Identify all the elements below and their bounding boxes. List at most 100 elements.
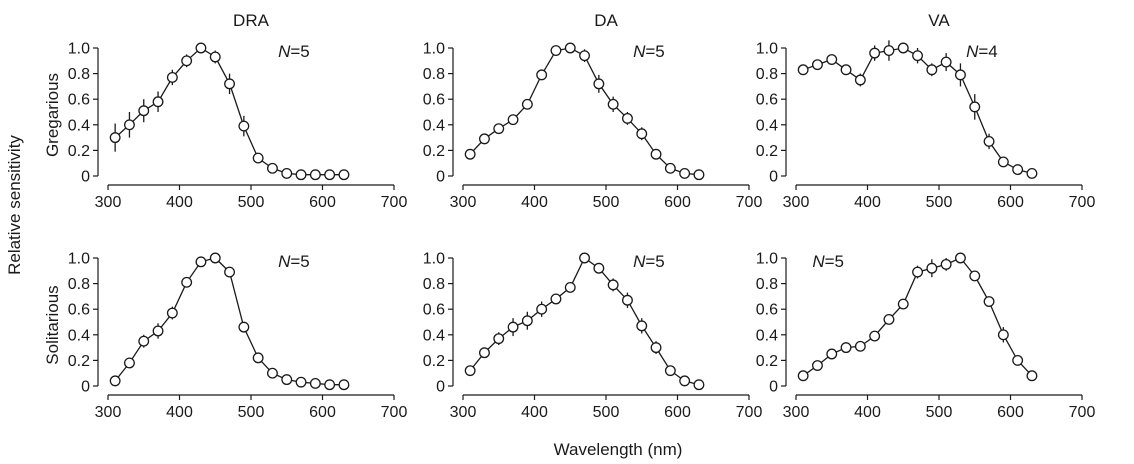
data-point (840, 342, 852, 354)
y-tick-label: 0.4 (423, 117, 445, 134)
data-point (464, 148, 476, 160)
data-point (238, 321, 250, 333)
data-point (224, 78, 236, 90)
y-tick-label: 1.0 (756, 41, 778, 58)
data-point (521, 98, 533, 110)
y-tick-label: 0 (436, 379, 445, 396)
data-point (607, 279, 619, 291)
y-tick-label: 0.4 (756, 117, 778, 134)
x-tick-label: 300 (450, 194, 477, 211)
x-tick-label: 300 (783, 194, 810, 211)
data-point (955, 69, 966, 81)
y-tick-label: 0 (769, 379, 778, 396)
series-line (802, 47, 1033, 175)
data-point (295, 169, 307, 181)
data-point (797, 370, 809, 382)
y-tick-label: 0.6 (756, 92, 778, 109)
data-point (912, 50, 924, 62)
data-point (650, 148, 662, 160)
data-point (109, 375, 121, 387)
x-tick-label: 600 (997, 194, 1024, 211)
data-point (252, 152, 264, 164)
x-tick-label: 500 (926, 194, 953, 211)
data-point (181, 276, 193, 288)
data-point (693, 169, 705, 181)
y-tick-label: 0.6 (423, 92, 445, 109)
data-point (152, 96, 164, 108)
y-tick-label: 0.8 (68, 276, 90, 293)
x-axis-title: Wavelength (nm) (554, 440, 683, 459)
data-point (679, 167, 691, 179)
data-point (295, 376, 307, 388)
panel-gregarious-da: DA 0 0.2 0.4 0.6 0.8 1.0 300 400 500 600 700 N=5 (423, 11, 763, 211)
column-title: VA (928, 11, 950, 30)
x-tick-label: 600 (997, 404, 1024, 421)
n-label: N=4 (966, 42, 998, 61)
data-point (479, 347, 490, 359)
data-point (812, 59, 823, 71)
y-axis-title: Relative sensitivity (5, 135, 24, 275)
y-tick-label: 0.6 (756, 302, 778, 319)
x-tick-label: 400 (854, 404, 881, 421)
data-point (238, 120, 250, 132)
data-point (493, 333, 505, 345)
data-point (152, 325, 164, 337)
data-point (252, 352, 264, 364)
data-point (969, 270, 981, 282)
data-point (679, 375, 691, 387)
data-point (507, 321, 519, 333)
data-point (650, 342, 662, 354)
data-point (955, 252, 966, 264)
data-point (324, 379, 336, 391)
data-point (622, 112, 633, 124)
data-point (664, 162, 676, 174)
data-point (536, 303, 548, 315)
data-point (940, 56, 952, 68)
data-point (564, 42, 576, 54)
panel-solitarious-va: 0 0.2 0.4 0.6 0.8 1.0 300 400 500 600 700 N=5 (756, 251, 1096, 422)
data-point (166, 307, 178, 319)
series-line (114, 47, 344, 176)
data-point (636, 320, 648, 332)
panel-gregarious-va: VA 0 0.2 0.4 0.6 0.8 1.0 300 400 500 600 700 N=4 (756, 11, 1096, 211)
data-point (607, 98, 619, 110)
data-point (826, 54, 838, 65)
n-label: N=5 (278, 42, 310, 61)
data-point (479, 133, 490, 145)
data-point (1012, 354, 1024, 366)
y-tick-label: 0 (81, 379, 90, 396)
x-tick-label: 600 (664, 194, 691, 211)
y-tick-label: 0.6 (423, 302, 445, 319)
x-tick-label: 500 (238, 404, 265, 421)
data-point (281, 374, 293, 386)
x-tick-label: 700 (381, 404, 408, 421)
x-tick-label: 600 (664, 404, 691, 421)
n-label: N=5 (812, 252, 844, 271)
y-tick-label: 0.4 (423, 327, 445, 344)
data-point (897, 298, 909, 310)
data-point (826, 348, 838, 360)
x-tick-label: 500 (238, 194, 265, 211)
data-point (1026, 167, 1038, 179)
panel-solitarious-da: 0 0.2 0.4 0.6 0.8 1.0 300 400 500 600 700 N=5 (423, 251, 763, 422)
data-point (536, 69, 548, 81)
data-point (309, 377, 321, 389)
data-point (812, 360, 823, 371)
data-point (123, 119, 135, 131)
n-label: N=5 (633, 252, 665, 271)
data-point (664, 365, 676, 377)
x-tick-label: 600 (309, 404, 336, 421)
data-point (926, 262, 938, 274)
y-tick-label: 1.0 (423, 251, 445, 268)
data-point (338, 169, 350, 181)
data-point (521, 315, 533, 327)
x-tick-label: 400 (854, 194, 881, 211)
data-point (309, 169, 321, 181)
column-title: DA (594, 11, 618, 30)
data-point (593, 262, 605, 274)
x-tick-label: 700 (1069, 404, 1096, 421)
x-tick-label: 300 (95, 404, 122, 421)
data-point (883, 313, 895, 325)
panel-solitarious-dra: 0 0.2 0.4 0.6 0.8 1.0 300 400 500 600 700 N=5 (68, 251, 408, 422)
n-label: N=5 (633, 42, 665, 61)
